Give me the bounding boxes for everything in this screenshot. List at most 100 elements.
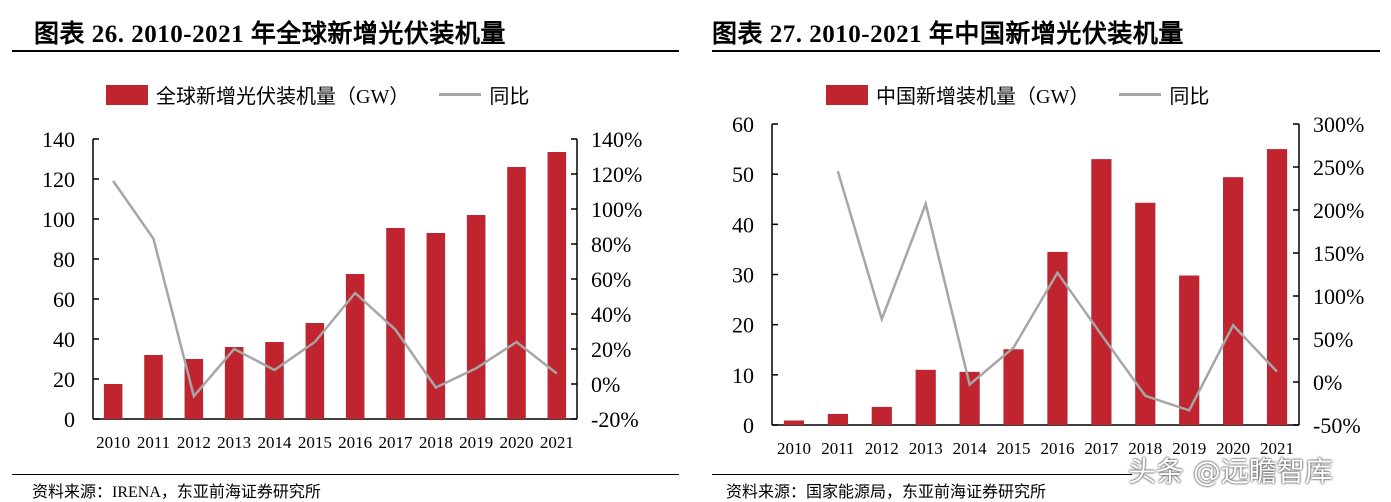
bar-2017	[1091, 159, 1112, 425]
y2-tick-label: 80%	[591, 232, 631, 257]
bar-2013	[915, 369, 936, 425]
legend-bar-swatch	[106, 84, 148, 105]
source-rule	[712, 474, 1132, 475]
x-tick-label: 2011	[821, 439, 854, 458]
bar-2010	[103, 384, 123, 419]
x-tick-label: 2014	[258, 433, 293, 452]
legend-line-swatch	[439, 93, 482, 96]
x-tick-label: 2010	[96, 433, 130, 452]
watermark: 头条 @远瞻智库	[1128, 455, 1333, 488]
y2-tick-label: 200%	[1313, 198, 1364, 223]
legend-line-label: 同比	[1169, 86, 1210, 108]
legend-bar-swatch	[826, 84, 868, 105]
y-tick-label: 20	[53, 367, 75, 392]
y2-tick-label: 100%	[591, 197, 642, 222]
source-china: 资料来源：国家能源局，东亚前海证券研究所	[726, 484, 1047, 501]
y2-tick-label: 140%	[591, 127, 642, 152]
y2-tick-label: 120%	[591, 162, 642, 187]
x-tick-label: 2012	[177, 433, 211, 452]
y2-tick-label: 150%	[1313, 241, 1364, 266]
x-tick-label: 2015	[997, 439, 1031, 458]
y2-tick-label: 300%	[1313, 112, 1364, 137]
y-tick-label: 40	[53, 327, 75, 352]
bar-2016	[345, 274, 365, 419]
title-rule	[712, 50, 1380, 52]
bar-2021	[1266, 149, 1288, 426]
y-tick-label: 10	[732, 363, 754, 388]
bar-2011	[144, 355, 163, 419]
bar-2021	[547, 152, 567, 419]
x-tick-label: 2013	[217, 433, 251, 452]
bar-2018	[1135, 202, 1156, 425]
bar-2016	[1047, 251, 1068, 425]
bar-2019	[466, 215, 486, 419]
y2-tick-label: -50%	[1313, 413, 1361, 438]
legend-china: 中国新增装机量（GW） 同比	[826, 80, 1209, 109]
y-tick-label: 60	[732, 112, 754, 137]
bar-2019	[1179, 275, 1200, 425]
y-tick-label: 20	[732, 313, 754, 338]
bar-2020	[507, 167, 526, 419]
legend-global: 全球新增光伏装机量（GW） 同比	[106, 80, 529, 109]
y2-tick-label: 0%	[1313, 370, 1342, 395]
y-tick-label: 50	[732, 162, 754, 187]
x-tick-label: 2020	[1216, 439, 1250, 458]
bar-2014	[959, 371, 980, 425]
x-tick-label: 2010	[777, 439, 811, 458]
x-tick-label: 2016	[1040, 439, 1074, 458]
y-tick-label: 40	[732, 212, 754, 237]
x-tick-label: 2021	[1260, 439, 1294, 458]
x-tick-label: 2019	[1172, 439, 1206, 458]
y2-tick-label: -20%	[591, 407, 639, 432]
legend-line-swatch	[1119, 93, 1162, 96]
y-tick-label: 0	[64, 407, 75, 432]
y2-tick-label: 250%	[1313, 155, 1364, 180]
bar-2018	[426, 233, 446, 419]
bar-2012	[871, 406, 892, 425]
x-tick-label: 2011	[137, 433, 170, 452]
chart-title-china: 图表 27. 2010-2021 年中国新增光伏装机量	[712, 21, 1184, 48]
y2-tick-label: 20%	[591, 337, 631, 362]
legend-bar-label: 中国新增装机量（GW）	[876, 86, 1090, 108]
bar-2013	[224, 347, 244, 419]
y2-tick-label: 100%	[1313, 284, 1364, 309]
source-rule	[12, 474, 679, 475]
y-tick-label: 140	[42, 127, 75, 152]
x-tick-label: 2014	[953, 439, 988, 458]
legend-bar-label: 全球新增光伏装机量（GW）	[156, 86, 410, 108]
yoy-line	[112, 180, 558, 399]
title-rule	[12, 50, 679, 52]
y2-tick-label: 50%	[1313, 327, 1353, 352]
x-tick-label: 2017	[379, 433, 414, 452]
x-tick-label: 2017	[1084, 439, 1119, 458]
y-tick-label: 120	[42, 167, 75, 192]
x-tick-label: 2021	[540, 433, 574, 452]
x-tick-label: 2016	[338, 433, 372, 452]
chart-title-global: 图表 26. 2010-2021 年全球新增光伏装机量	[34, 21, 506, 48]
legend-line-label: 同比	[489, 86, 530, 108]
y-tick-label: 100	[42, 207, 75, 232]
bar-2014	[265, 342, 284, 419]
y-tick-label: 60	[53, 287, 75, 312]
x-tick-label: 2013	[909, 439, 943, 458]
x-tick-label: 2018	[1128, 439, 1162, 458]
bar-2017	[386, 228, 405, 419]
y2-tick-label: 60%	[591, 267, 631, 292]
bar-2015	[1003, 349, 1024, 425]
x-tick-label: 2015	[298, 433, 332, 452]
y-tick-label: 0	[743, 413, 754, 438]
bar-2010	[783, 420, 805, 425]
y-tick-label: 30	[732, 263, 754, 288]
x-tick-label: 2020	[500, 433, 534, 452]
x-tick-label: 2012	[865, 439, 899, 458]
bar-2015	[305, 323, 325, 419]
x-tick-label: 2019	[459, 433, 493, 452]
y-tick-label: 80	[53, 247, 75, 272]
bar-2011	[827, 413, 848, 425]
x-tick-label: 2018	[419, 433, 453, 452]
y2-tick-label: 0%	[591, 372, 620, 397]
source-global: 资料来源：IRENA，东亚前海证券研究所	[32, 484, 321, 501]
y2-tick-label: 40%	[591, 302, 631, 327]
bar-2020	[1223, 177, 1244, 425]
